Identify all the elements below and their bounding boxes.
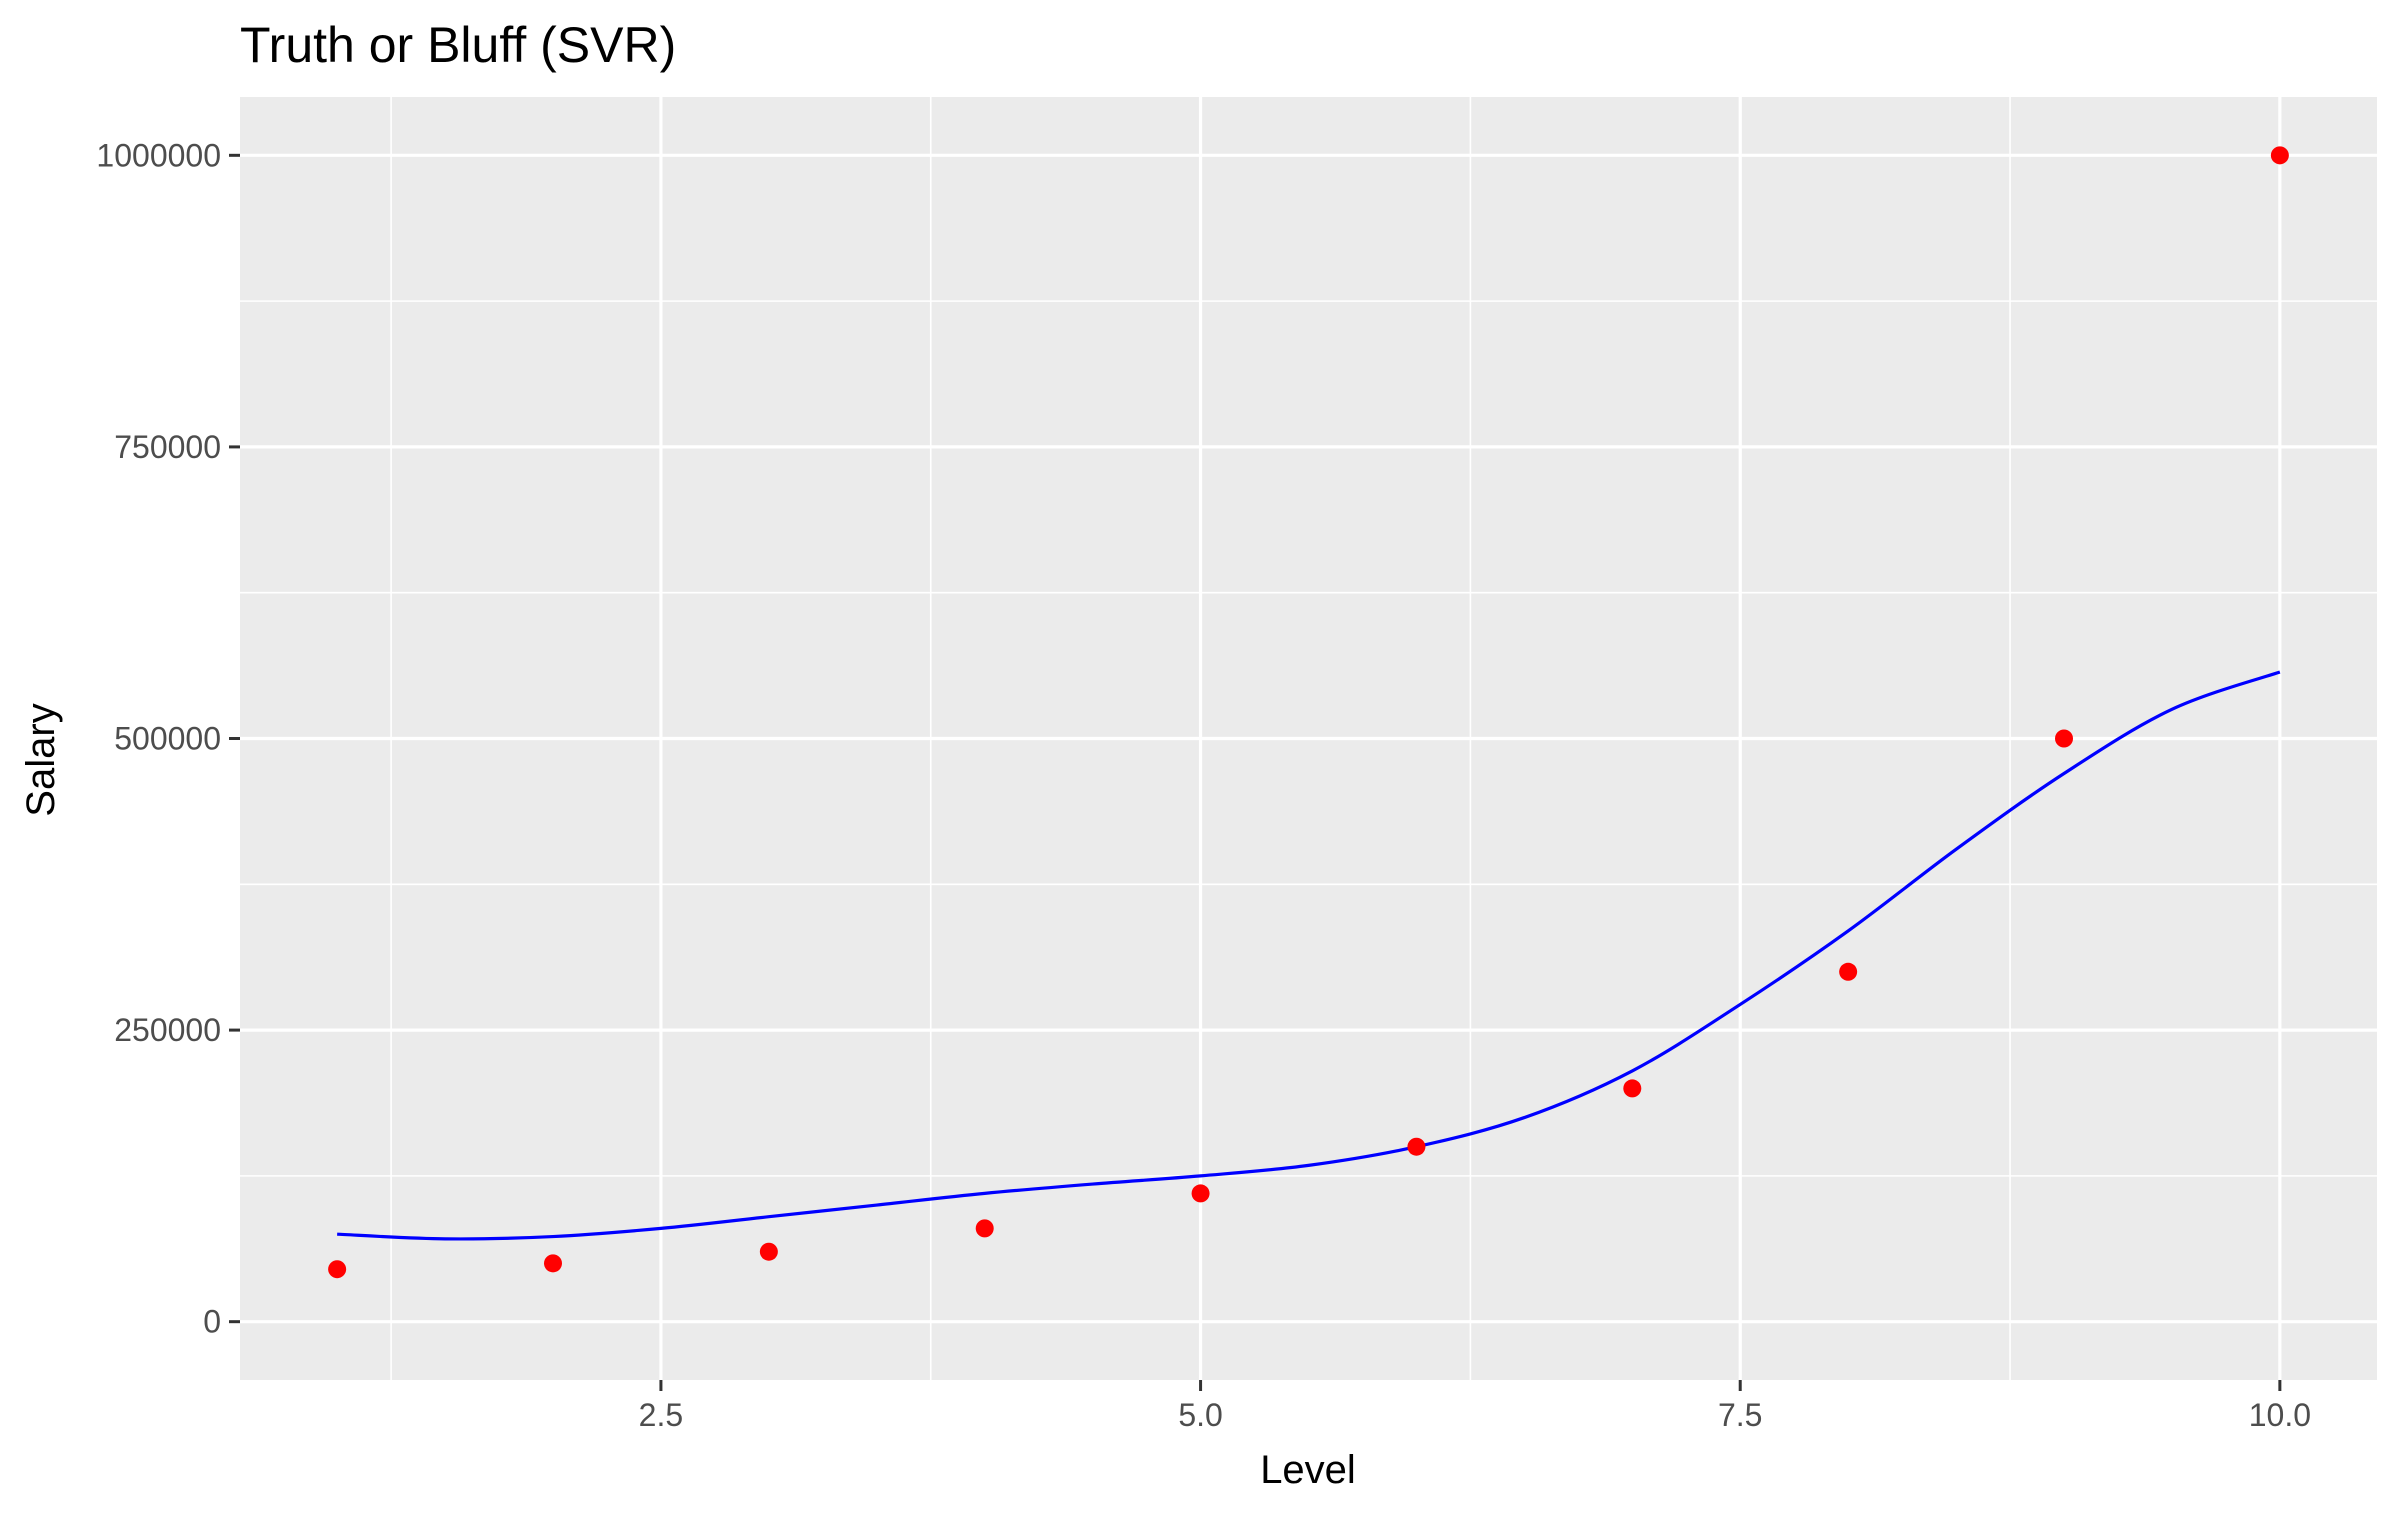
y-tick-label: 1000000 xyxy=(96,137,221,173)
x-axis-title: Level xyxy=(1260,1448,1356,1492)
data-point xyxy=(1191,1184,1210,1203)
chart-title: Truth or Bluff (SVR) xyxy=(240,17,676,73)
data-point xyxy=(2270,146,2289,165)
data-point xyxy=(543,1254,562,1273)
major-gridlines xyxy=(240,97,2377,1380)
data-point xyxy=(1839,962,1858,981)
series-layer xyxy=(328,146,2289,1279)
x-tick-label: 7.5 xyxy=(1718,1397,1762,1433)
data-point xyxy=(1623,1079,1642,1098)
y-axis: 0 250000 500000 750000 1000000 xyxy=(96,137,240,1340)
svr-prediction-line xyxy=(337,670,2281,1241)
y-tick-label: 250000 xyxy=(114,1012,221,1048)
x-axis: 2.5 5.0 7.5 10.0 xyxy=(639,1380,2311,1433)
data-point xyxy=(759,1242,778,1261)
data-point xyxy=(1407,1137,1426,1156)
data-point xyxy=(975,1219,994,1238)
x-tick-label: 10.0 xyxy=(2249,1397,2311,1433)
y-axis-title: Salary xyxy=(19,703,63,816)
x-tick-label: 2.5 xyxy=(639,1397,683,1433)
y-tick-label: 750000 xyxy=(114,429,221,465)
y-tick-label: 0 xyxy=(203,1304,221,1340)
data-point xyxy=(2055,729,2074,748)
y-tick-label: 500000 xyxy=(114,721,221,757)
data-point xyxy=(328,1260,347,1279)
x-tick-label: 5.0 xyxy=(1178,1397,1222,1433)
